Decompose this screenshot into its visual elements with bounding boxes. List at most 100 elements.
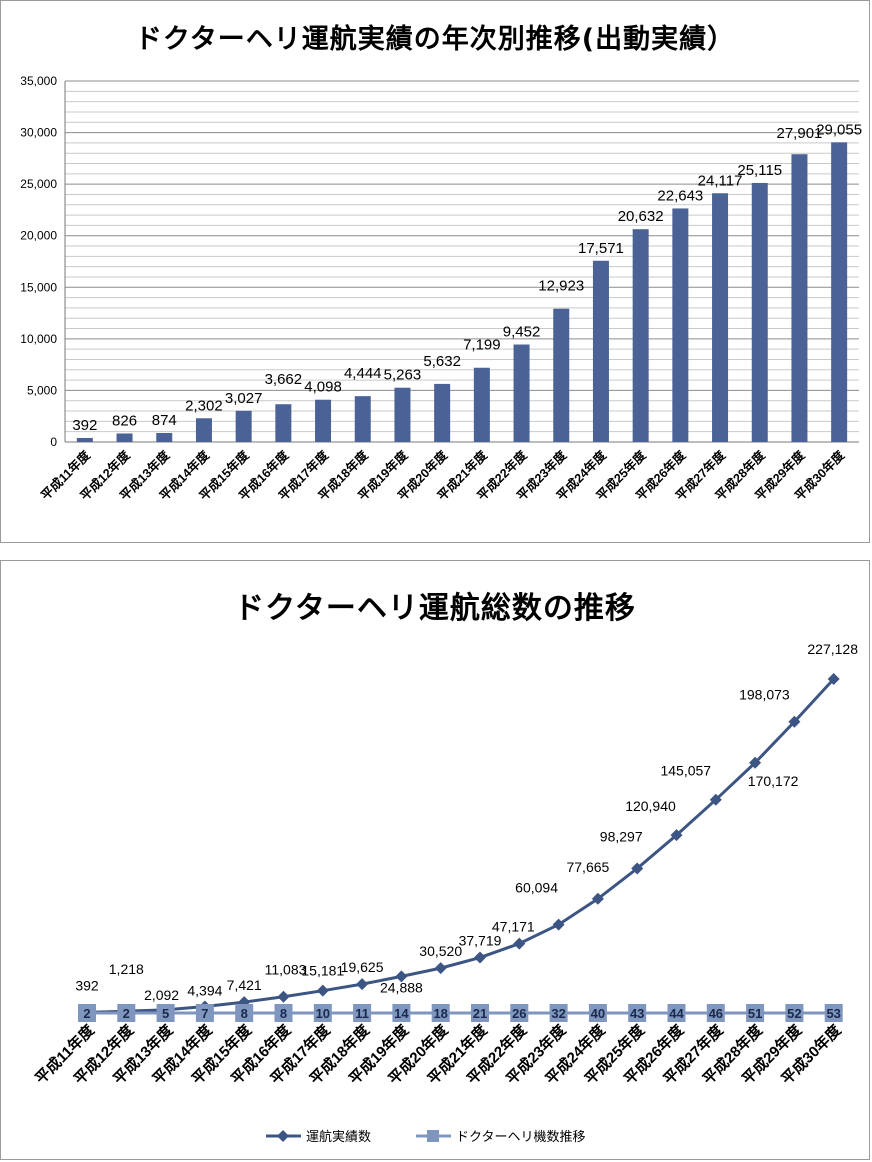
line-chart: 2 2 5 7 8 8 10 11 14 18 21 26 32 40 43 44 46 51 52 53 392 1,2… xyxy=(31,641,858,1144)
series2-data-label: 51 xyxy=(748,1006,762,1021)
data-label: 2,302 xyxy=(185,397,223,414)
series2-point xyxy=(824,1004,843,1022)
series1-data-label: 60,094 xyxy=(515,880,558,896)
series1-point xyxy=(827,673,840,685)
y-tick-label: 15,000 xyxy=(20,280,57,294)
bar xyxy=(434,383,451,442)
data-label: 17,571 xyxy=(578,240,624,257)
data-label: 20,632 xyxy=(618,208,664,225)
bar xyxy=(354,396,371,442)
series-line-運航実績数 xyxy=(86,677,835,1014)
data-label: 29,055 xyxy=(816,121,862,138)
series1-point xyxy=(591,892,604,905)
y-tick-label: 20,000 xyxy=(20,229,57,243)
bar xyxy=(791,154,808,442)
y-tick-label: 0 xyxy=(50,435,57,449)
series2-point xyxy=(195,1004,214,1022)
series1-point xyxy=(631,862,644,875)
series1-point xyxy=(788,715,801,728)
data-label: 3,027 xyxy=(225,390,263,407)
series1-data-label: 47,171 xyxy=(492,919,535,935)
y-tick-label: 5,000 xyxy=(27,383,57,397)
series2-point xyxy=(471,1004,489,1022)
series1-data-label: 37,719 xyxy=(459,933,502,949)
bar xyxy=(751,182,768,442)
bar xyxy=(672,208,689,442)
series1-data-label: 24,888 xyxy=(380,979,423,995)
bar xyxy=(195,418,212,442)
bar xyxy=(156,432,173,442)
series1-data-label: 4,394 xyxy=(187,983,222,999)
series1-data-label: 15,181 xyxy=(301,963,344,979)
series2-point xyxy=(392,1004,411,1022)
bar xyxy=(235,410,252,442)
data-label: 7,199 xyxy=(463,337,501,354)
series1-point xyxy=(316,984,329,997)
data-label: 5,263 xyxy=(384,367,422,384)
series2-point xyxy=(431,1004,450,1022)
bar xyxy=(275,404,292,442)
data-label: 22,643 xyxy=(657,187,703,204)
bar-chart-panel: ドクターヘリ運航実績の年次別推移(出動実績） 0 5,000 10,000 15,00… xyxy=(0,0,870,543)
y-tick-label: 25,000 xyxy=(20,177,57,191)
series2-data-label: 46 xyxy=(709,1006,723,1021)
series2-point xyxy=(746,1004,765,1022)
series1-point xyxy=(709,793,722,806)
data-label: 4,098 xyxy=(304,379,342,396)
data-label: 826 xyxy=(112,412,137,429)
bar-chart-title: ドクターヘリ運航実績の年次別推移(出動実績） xyxy=(134,24,736,55)
series2-point xyxy=(785,1004,804,1022)
bar xyxy=(76,437,93,442)
data-label: 874 xyxy=(152,412,177,429)
bar xyxy=(831,142,848,443)
series1-data-label: 19,625 xyxy=(341,959,384,975)
series2-data-label: 21 xyxy=(473,1006,487,1021)
series1-point xyxy=(434,962,447,975)
series2-point xyxy=(235,1004,254,1022)
series2-data-label: 44 xyxy=(669,1006,684,1021)
y-tick-label: 35,000 xyxy=(20,74,57,88)
bar xyxy=(394,387,411,442)
bar xyxy=(116,433,133,442)
series2-point xyxy=(353,1004,372,1022)
series1-data-label: 392 xyxy=(75,977,99,993)
bar xyxy=(473,367,490,442)
data-label: 392 xyxy=(72,417,97,434)
series1-point xyxy=(356,978,369,991)
data-label: 5,632 xyxy=(423,353,461,370)
series2-point xyxy=(588,1004,607,1022)
data-label: 27,901 xyxy=(777,125,823,142)
bar xyxy=(632,229,649,442)
data-label: 12,923 xyxy=(538,278,584,295)
data-label: 4,444 xyxy=(344,365,382,382)
series2-data-label: 11 xyxy=(355,1006,369,1021)
series1-data-label: 2,092 xyxy=(144,987,179,1003)
series2-point xyxy=(117,1004,136,1022)
bar-chart: 0 5,000 10,000 15,000 20,000 25,000 30,000 35,0… xyxy=(20,74,862,503)
data-label: 9,452 xyxy=(503,324,541,341)
series2-data-label: 18 xyxy=(433,1006,447,1021)
bar xyxy=(513,344,530,442)
series1-data-label: 145,057 xyxy=(660,763,711,779)
data-label: 25,115 xyxy=(737,162,782,179)
line-chart-panel: ドクターヘリ運航総数の推移 2 2 5 7 8 8 10 11 14 18 21 26 32 40 43 44… xyxy=(0,560,870,1160)
legend-label-series1: 運航実績数 xyxy=(306,1129,371,1144)
series2-point xyxy=(706,1004,725,1022)
series2-data-label: 26 xyxy=(512,1006,526,1021)
series2-data-label: 52 xyxy=(787,1006,801,1021)
series2-point xyxy=(313,1004,332,1022)
series2-data-label: 43 xyxy=(630,1006,644,1021)
bar xyxy=(315,399,332,442)
series1-point xyxy=(749,756,762,769)
series1-point xyxy=(513,937,526,950)
series1-point xyxy=(670,829,683,842)
series2-data-label: 8 xyxy=(280,1006,287,1021)
series1-point xyxy=(474,951,486,964)
series2-data-label: 7 xyxy=(201,1006,208,1021)
series2-data-label: 53 xyxy=(826,1006,840,1021)
series1-point xyxy=(552,918,565,931)
data-label: 3,662 xyxy=(265,371,303,388)
legend-marker-series2 xyxy=(427,1130,439,1142)
series2-data-label: 10 xyxy=(316,1006,330,1021)
series1-data-label: 7,421 xyxy=(227,977,262,993)
